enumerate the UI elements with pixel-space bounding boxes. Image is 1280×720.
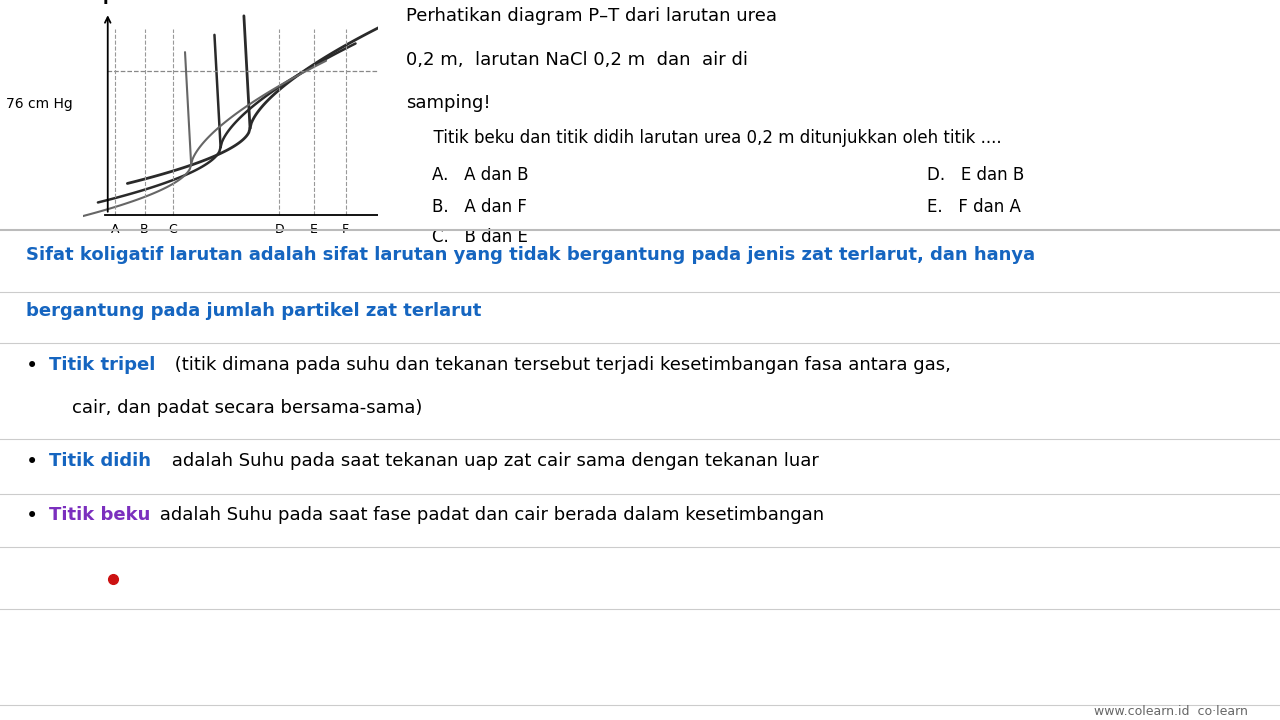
Text: C.   B dan E: C. B dan E	[433, 228, 529, 246]
Text: C: C	[169, 223, 177, 236]
Text: adalah Suhu pada saat tekanan uap zat cair sama dengan tekanan luar: adalah Suhu pada saat tekanan uap zat ca…	[166, 451, 819, 469]
Text: A.   A dan B: A. A dan B	[433, 166, 529, 184]
Text: E: E	[310, 223, 317, 236]
Text: Sifat koligatif larutan adalah sifat larutan yang tidak bergantung pada jenis za: Sifat koligatif larutan adalah sifat lar…	[26, 246, 1034, 264]
Text: E.   F dan A: E. F dan A	[927, 198, 1020, 216]
Text: B: B	[141, 223, 148, 236]
Text: Perhatikan diagram P–T dari larutan urea: Perhatikan diagram P–T dari larutan urea	[406, 7, 777, 25]
Text: •: •	[26, 506, 38, 526]
Text: A: A	[111, 223, 119, 236]
Text: www.colearn.id  co·learn: www.colearn.id co·learn	[1094, 705, 1248, 718]
Text: Titik didih: Titik didih	[49, 451, 151, 469]
Text: P: P	[102, 0, 114, 7]
Text: (titik dimana pada suhu dan tekanan tersebut terjadi kesetimbangan fasa antara g: (titik dimana pada suhu dan tekanan ters…	[169, 356, 951, 374]
Text: samping!: samping!	[406, 94, 490, 112]
Text: 0,2 m,  larutan NaCl 0,2 m  dan  air di: 0,2 m, larutan NaCl 0,2 m dan air di	[406, 50, 748, 68]
Text: bergantung pada jumlah partikel zat terlarut: bergantung pada jumlah partikel zat terl…	[26, 302, 481, 320]
Text: Titik beku: Titik beku	[49, 506, 150, 524]
Text: •: •	[26, 451, 38, 472]
Text: Titik tripel: Titik tripel	[49, 356, 155, 374]
Text: cair, dan padat secara bersama-sama): cair, dan padat secara bersama-sama)	[49, 399, 422, 418]
Text: F: F	[342, 223, 349, 236]
Text: B.   A dan F: B. A dan F	[433, 198, 527, 216]
Text: Titik beku dan titik didih larutan urea 0,2 m ditunjukkan oleh titik ....: Titik beku dan titik didih larutan urea …	[424, 129, 1002, 147]
Text: D: D	[275, 223, 284, 236]
Text: 76 cm Hg: 76 cm Hg	[6, 97, 73, 112]
Text: D.   E dan B: D. E dan B	[927, 166, 1024, 184]
Text: adalah Suhu pada saat fase padat dan cair berada dalam kesetimbangan: adalah Suhu pada saat fase padat dan cai…	[154, 506, 824, 524]
Text: •: •	[26, 356, 38, 376]
